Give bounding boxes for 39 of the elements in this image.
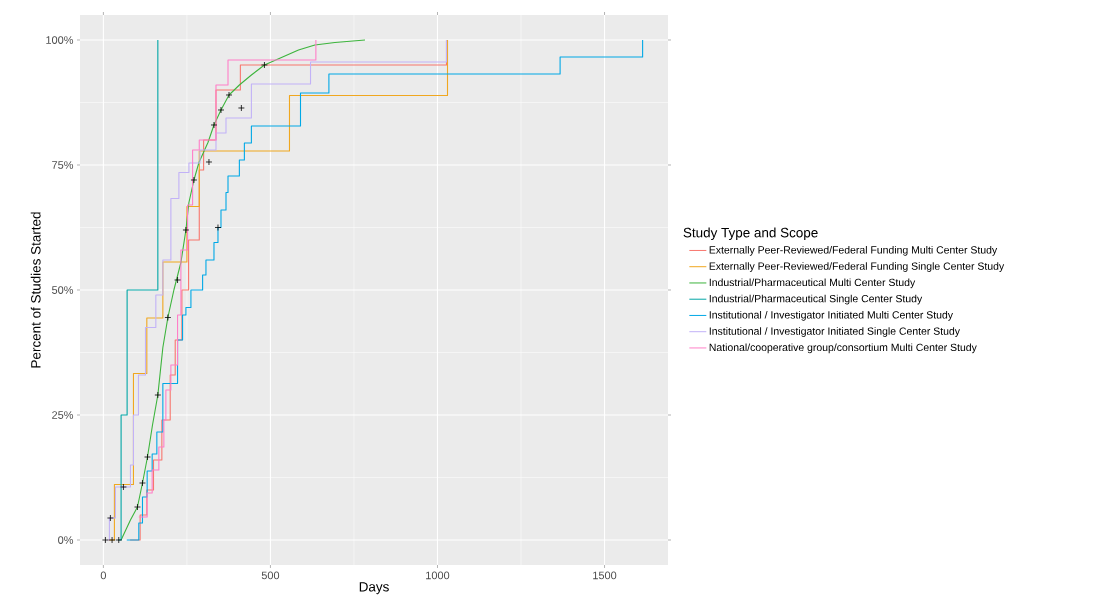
x-tick-label: 1500 — [593, 571, 617, 580]
y-tick-label: 100% — [46, 36, 74, 44]
point — [144, 453, 151, 461]
point — [217, 106, 225, 114]
legend-label: Institutional / Investigator Initiated Single Center Study — [709, 327, 960, 337]
point — [210, 121, 218, 129]
point — [214, 224, 222, 231]
legend-label: Industrial/Pharmaceutical Multi Center Study — [709, 278, 916, 289]
point — [102, 536, 109, 544]
y-tick-label: 0% — [58, 536, 74, 544]
point — [205, 158, 213, 166]
legend-title: Study Type and Scope — [683, 227, 818, 241]
y-axis-title: Percent of Studies Started — [30, 212, 41, 368]
legend-label: National/cooperative group/consortium Multi Center Study — [709, 343, 977, 354]
point — [190, 176, 198, 184]
x-tick-label: 0 — [100, 571, 106, 580]
y-tick-label: 50% — [52, 286, 74, 294]
x-tick-label: 1000 — [426, 571, 450, 580]
point — [182, 226, 190, 234]
legend-label: Institutional / Investigator Initiated Multi Center Study — [709, 310, 953, 321]
point — [107, 514, 114, 522]
y-tick-label: 25% — [52, 411, 74, 419]
legend-label: Externally Peer-Reviewed/Federal Funding Single Center Study — [709, 262, 1005, 272]
point — [115, 536, 123, 544]
point — [225, 91, 233, 99]
point — [108, 536, 116, 544]
point — [134, 503, 141, 511]
x-axis-title: Days — [359, 582, 389, 595]
legend-label: Externally Peer-Reviewed/Federal Funding Multi Center Study — [709, 245, 998, 256]
point — [261, 61, 268, 69]
legend-label: Industrial/Pharmaceutical Single Center Study — [709, 294, 923, 305]
y-tick-label: 75% — [52, 161, 74, 169]
point — [139, 479, 146, 487]
x-tick-label: 500 — [261, 571, 280, 580]
point — [120, 483, 127, 491]
point — [174, 276, 181, 284]
point — [164, 314, 172, 321]
point — [154, 391, 162, 399]
point — [237, 104, 245, 112]
